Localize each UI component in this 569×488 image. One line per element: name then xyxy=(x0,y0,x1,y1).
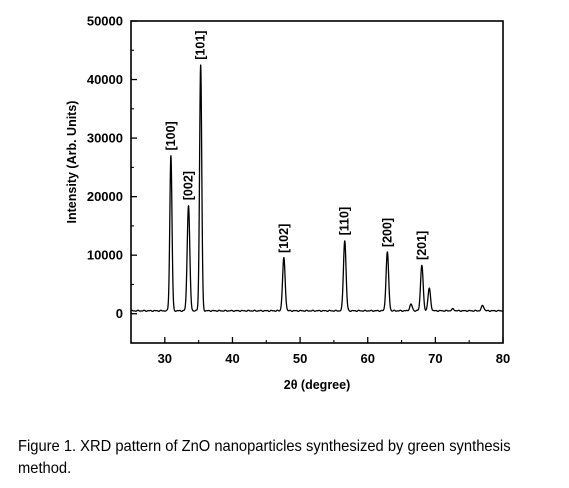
y-tick-label: 0 xyxy=(116,306,123,321)
x-axis-label: 2θ (degree) xyxy=(284,378,351,392)
x-tick-label: 80 xyxy=(496,351,510,366)
peak-label: [102] xyxy=(277,224,291,253)
chart-peak-labels: [100] [002] [101] [102] [110] [200] [201] xyxy=(164,31,429,260)
chart-ticks: 30 40 50 60 70 80 0 10000 20000 30000 40000 50000 xyxy=(87,14,510,367)
peak-label: [200] xyxy=(380,218,394,247)
peak-label: [101] xyxy=(194,31,208,60)
x-tick-label: 40 xyxy=(225,351,239,366)
y-tick-label: 50000 xyxy=(87,14,123,29)
chart-axes xyxy=(130,20,504,344)
y-tick-label: 40000 xyxy=(87,72,123,87)
peak-label: [201] xyxy=(415,231,429,260)
chart-series xyxy=(130,64,504,313)
caption-label: Figure 1. xyxy=(18,438,77,455)
xrd-chart: 30 40 50 60 70 80 0 10000 20000 30000 40000 50000 [… xyxy=(65,14,510,393)
xrd-pattern-line xyxy=(130,64,504,313)
x-tick-label: 70 xyxy=(428,351,442,366)
x-tick-label: 50 xyxy=(293,351,307,366)
peak-label: [110] xyxy=(338,207,352,236)
y-tick-label: 20000 xyxy=(87,189,123,204)
caption-text: XRD pattern of ZnO nanoparticles synthes… xyxy=(18,438,511,477)
y-tick-label: 10000 xyxy=(87,248,123,263)
peak-label: [002] xyxy=(181,171,195,200)
peak-label: [100] xyxy=(164,121,178,150)
x-tick-label: 60 xyxy=(360,351,374,366)
figure-caption: Figure 1. XRD pattern of ZnO nanoparticl… xyxy=(18,436,515,480)
y-axis-label: Intensity (Arb. Units) xyxy=(65,101,79,224)
plot-frame xyxy=(130,20,504,344)
y-tick-label: 30000 xyxy=(87,131,123,146)
x-tick-label: 30 xyxy=(158,351,172,366)
